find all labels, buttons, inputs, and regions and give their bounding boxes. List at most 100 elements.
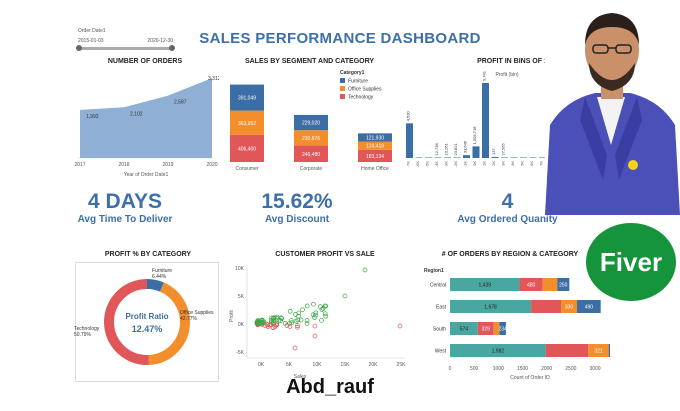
region-bar-label: 480	[527, 283, 536, 289]
scatter-point	[322, 311, 328, 317]
legend-swatch	[340, 94, 345, 99]
scatter-point	[323, 313, 329, 319]
orders-chart-title: NUMBER OF ORDERS	[107, 58, 183, 65]
bin-tick-label: -2K	[453, 161, 458, 168]
bin-bar	[415, 157, 423, 158]
region-bar-label: 1,982	[492, 349, 505, 355]
segment-bar-chart: Category1 406,400 363,952 391,049 Consumer 2…	[230, 70, 392, 172]
bin-bar	[444, 157, 451, 158]
bin-bar	[520, 157, 527, 158]
bin-bar	[529, 157, 537, 158]
segment-bar	[358, 141, 392, 150]
bin-bar	[463, 155, 470, 158]
segment-bar	[358, 149, 392, 162]
author-photo	[545, 5, 680, 215]
region-bar-label: 574	[460, 327, 469, 333]
scatter-point	[264, 321, 269, 327]
bin-value-label: 33,645	[463, 140, 468, 153]
kpi-deliver-label: Avg Time To Deliver	[77, 214, 173, 225]
scatter-x-tick: 20K	[369, 362, 379, 368]
filter-label: Order Date1	[78, 28, 106, 34]
region-bar	[499, 322, 506, 335]
scatter-point	[312, 323, 318, 329]
orders-area-chart: Year of Order Date1 1,993 2017 2,102 2018 2,…	[74, 76, 219, 178]
scatter-y-tick: 5K	[238, 294, 245, 300]
region-bar-label: 250	[559, 283, 568, 289]
legend-label: Furniture	[348, 79, 368, 85]
region-bar	[519, 278, 543, 291]
profit-category-panel	[75, 262, 219, 382]
bin-tick-label: -1K	[463, 161, 468, 168]
region-bar	[450, 300, 532, 313]
scatter-point	[261, 320, 267, 326]
bin-value-label: 23,821	[453, 142, 458, 155]
date-filter[interactable]: Order Date1 2015-01-03 2020-12-30	[76, 28, 175, 53]
kpi-quantity: 4 Avg Ordered Quanity	[440, 190, 575, 225]
segment-bar	[230, 110, 264, 135]
region-bar	[477, 322, 494, 335]
region-chart-title: # OF ORDERS BY REGION & CATEGORY	[441, 251, 579, 258]
region-x-tick: 1500	[517, 366, 528, 372]
region-bar	[542, 278, 558, 291]
legend-swatch	[340, 86, 345, 91]
bin-value-label: 27,565	[501, 142, 506, 155]
segment-bar	[358, 133, 392, 142]
segment-bar	[294, 114, 328, 131]
scatter-ylabel: Profit	[229, 310, 235, 322]
region-label: Central	[430, 283, 446, 289]
filter-slider-track[interactable]	[76, 45, 175, 51]
scatter-point	[259, 319, 265, 325]
orders-value-label: 2,102	[130, 111, 143, 117]
scatter-point	[287, 308, 293, 314]
fiver-badge[interactable]: Fiver	[583, 220, 679, 304]
bin-bar	[434, 157, 442, 158]
scatter-point	[300, 307, 305, 313]
donut-slice	[104, 279, 190, 365]
legend-label: Office Supplies	[348, 87, 382, 93]
region-bar	[450, 278, 520, 291]
scatter-point	[312, 333, 318, 339]
legend-label: Technology	[348, 95, 374, 101]
bin-value-label: 4,500	[406, 111, 411, 122]
bin-bar	[510, 157, 518, 158]
segment-tick-label: Consumer	[235, 166, 258, 172]
scatter-point	[313, 310, 319, 316]
region-label: East	[436, 305, 447, 311]
scatter-point	[295, 324, 300, 330]
region-bar-label: 1,678	[484, 305, 497, 311]
filter-handle-left[interactable]	[76, 45, 82, 51]
donut-label: Furniture 6.44%	[152, 268, 172, 280]
filter-handle-right[interactable]	[169, 45, 175, 51]
scatter-y-tick: 10K	[235, 266, 245, 272]
bin-tick-label: 6K	[529, 161, 534, 166]
scatter-y-tick: -5K	[236, 350, 244, 356]
region-xlabel: Count of Order ID	[510, 375, 550, 381]
segment-bar-label: 229,020	[302, 121, 320, 127]
bin-tick-label: -3K	[444, 161, 449, 168]
scatter-point	[254, 320, 260, 325]
bin-tick-label: -6K	[415, 161, 420, 168]
scatter-x-tick: 0K	[258, 362, 265, 368]
profit-donut-chart: Profit Ratio 12.47% Furniture 6.44% Office…	[74, 268, 214, 365]
segment-bar-label: 121,930	[366, 135, 384, 141]
bin-bar	[472, 146, 480, 158]
kpi-discount-label: Avg Discount	[264, 214, 330, 225]
bin-value-label: 137	[491, 147, 496, 154]
segment-bar	[230, 84, 264, 111]
segment-bar-label: 406,400	[238, 146, 256, 152]
bin-bar	[482, 83, 489, 158]
orders-xlabel: Year of Order Date1	[124, 172, 169, 178]
donut-center-value: 12.47%	[132, 324, 163, 334]
bin-bar	[501, 157, 508, 158]
segment-bar-label: 230,676	[302, 136, 320, 142]
bin-tick-label: -5K	[425, 161, 430, 168]
dashboard-title: SALES PERFORMANCE DASHBOARD	[199, 30, 481, 47]
region-bar-label: 1,439	[479, 283, 492, 289]
bin-tick-label: -7K	[406, 161, 411, 168]
scatter-xlabel: Sales	[294, 374, 307, 380]
profit-bins-chart: Profit (bin) 4,500 -7K -6K -5K 12,738 -4K 10,2…	[406, 70, 556, 168]
segment-tick-label: Home Office	[361, 166, 389, 172]
region-x-tick: 500	[470, 366, 479, 372]
bin-bar	[406, 123, 413, 158]
bin-tick-label: 3K	[501, 161, 506, 166]
